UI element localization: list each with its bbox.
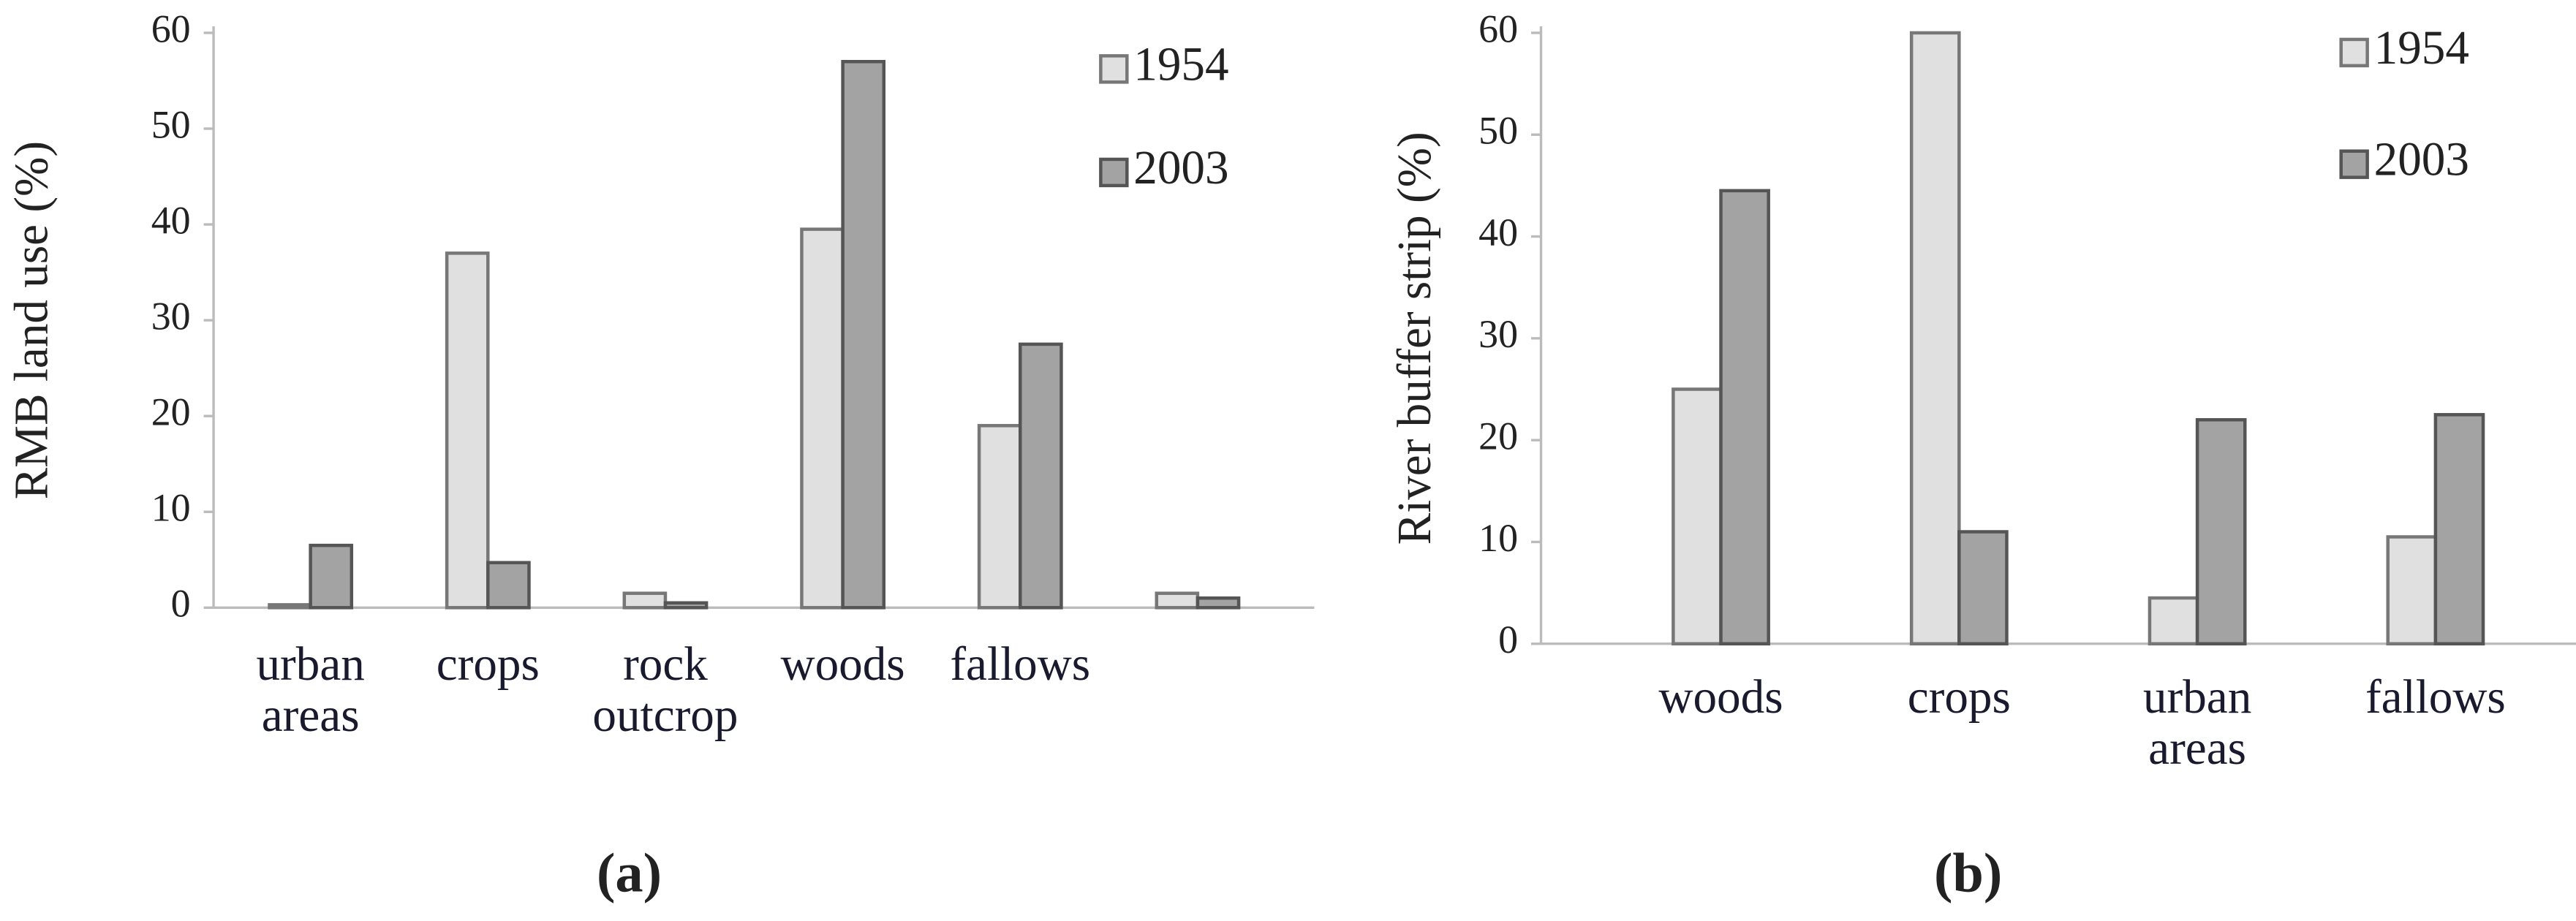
y-tick-label: 0	[171, 582, 191, 626]
legend-label: 1954	[1133, 38, 1228, 91]
y-axis-label: RMB land use (%)	[5, 141, 58, 499]
y-tick-label: 30	[151, 295, 191, 338]
bar	[841, 60, 886, 610]
legend-swatch	[1099, 54, 1129, 84]
y-tick-label: 50	[1478, 109, 1518, 153]
y-tick-label: 10	[151, 486, 191, 530]
x-tick-label: urban areas	[2142, 671, 2252, 776]
x-tick-label: crops	[436, 639, 540, 691]
x-tick-label: woods	[1658, 671, 1783, 724]
x-tick-label: rock outcrop	[592, 639, 739, 743]
bar	[663, 601, 709, 610]
bar	[1957, 530, 2009, 645]
bar	[309, 543, 354, 610]
legend-label: 2003	[1133, 142, 1228, 194]
y-tick-label: 50	[151, 102, 191, 146]
x-tick-label: fallows	[950, 639, 1091, 691]
bar	[1155, 591, 1200, 610]
caption: (a)	[597, 842, 662, 904]
bar	[2148, 596, 2199, 645]
y-axis-label: River buffer strip (%)	[1389, 132, 1441, 545]
bar	[1909, 31, 1961, 645]
bar	[622, 591, 668, 610]
bar	[2386, 535, 2438, 645]
bar	[1719, 189, 1770, 645]
y-tick-label: 0	[1498, 618, 1518, 662]
bar	[1196, 596, 1241, 610]
bar	[2433, 413, 2485, 645]
legend-swatch	[1099, 157, 1129, 188]
legend-swatch	[2339, 149, 2369, 179]
bar	[2195, 418, 2247, 645]
y-tick-label: 30	[1478, 312, 1518, 356]
x-tick-label: fallows	[2365, 671, 2506, 724]
y-tick-label: 60	[1478, 7, 1518, 50]
bar	[1019, 342, 1063, 610]
bar	[977, 424, 1022, 610]
y-tick-label: 40	[151, 198, 191, 242]
bar	[1672, 387, 1723, 645]
legend-label: 1954	[2374, 22, 2469, 75]
legend-swatch	[2339, 37, 2369, 68]
legend-label: 2003	[2374, 134, 2469, 186]
x-tick-label: woods	[780, 639, 905, 691]
bar	[486, 561, 531, 610]
y-tick-label: 60	[151, 7, 191, 50]
bar	[268, 603, 312, 610]
caption: (b)	[1934, 842, 2002, 904]
bar	[445, 251, 490, 610]
x-tick-label: crops	[1907, 671, 2011, 724]
bar	[800, 227, 845, 610]
y-tick-label: 10	[1478, 516, 1518, 560]
x-tick-label: urban areas	[256, 639, 365, 743]
y-tick-label: 20	[1478, 414, 1518, 458]
y-tick-label: 40	[1478, 211, 1518, 254]
y-tick-label: 20	[151, 390, 191, 434]
